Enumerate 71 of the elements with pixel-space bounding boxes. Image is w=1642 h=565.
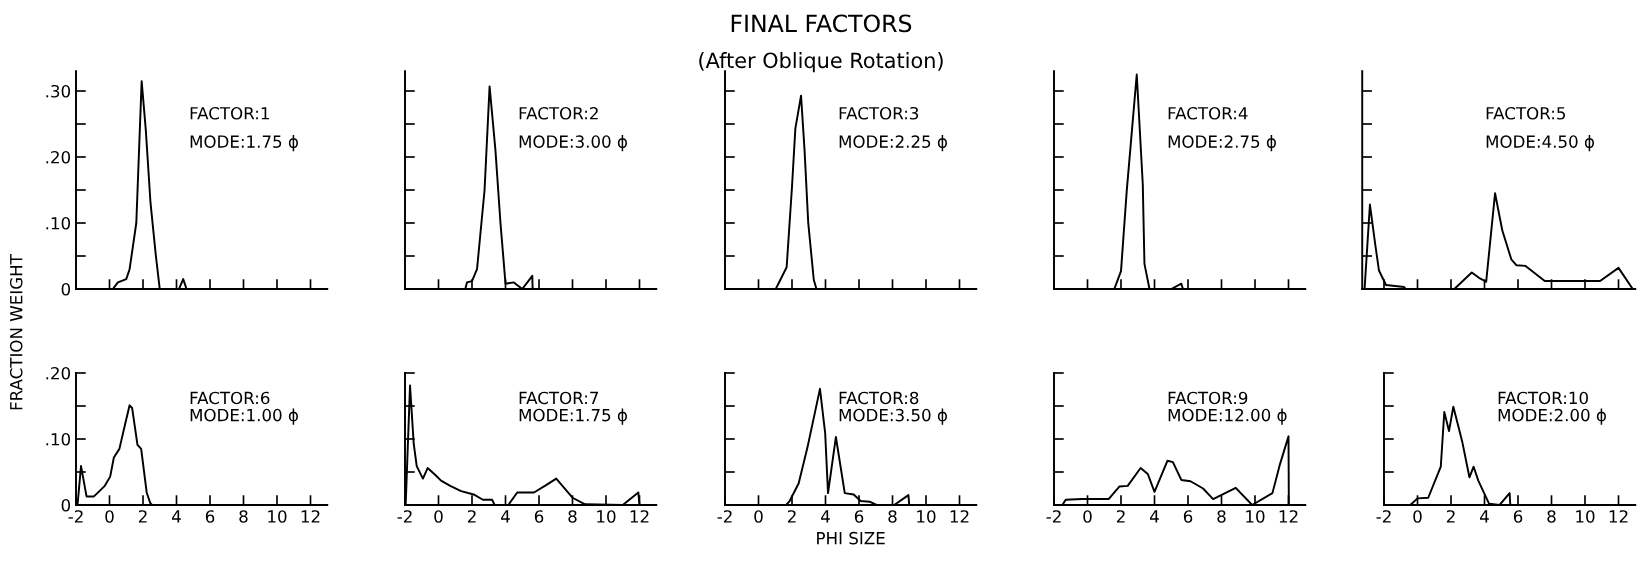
annotation: MODE:1.00 ϕ	[190, 408, 298, 425]
annotation: MODE:12.00 ϕ	[1168, 408, 1287, 425]
x-tick-label: 8	[239, 510, 248, 523]
y-tick-label: 0	[61, 498, 71, 512]
annotation: FACTOR:7	[519, 391, 599, 405]
x-tick-label: 8	[1547, 510, 1556, 523]
annotation: FACTOR:6	[190, 391, 270, 405]
annotation: FACTOR:3	[839, 106, 919, 120]
x-tick-label: 0	[434, 510, 443, 523]
x-tick-label: 12	[630, 510, 649, 523]
x-tick-label: 6	[534, 510, 544, 523]
x-tick-label: 6	[1513, 510, 1523, 523]
annotation: FACTOR:10	[1498, 391, 1588, 405]
annotation: MODE:4.50 ϕ	[1486, 135, 1595, 152]
annotation: FACTOR:8	[839, 391, 919, 405]
x-tick-label: 12	[1609, 510, 1628, 523]
x-tick-label: 8	[888, 510, 897, 523]
chart-title: FINAL FACTORS	[731, 14, 912, 33]
x-tick-label: 8	[1217, 510, 1226, 523]
annotation: FACTOR:4	[1168, 106, 1248, 120]
annotation: MODE:3.00 ϕ	[519, 135, 627, 152]
x-tick-label: 10	[1246, 510, 1265, 523]
x-tick-label: 12	[1279, 510, 1298, 523]
x-tick-label: 2	[1116, 510, 1125, 523]
annotation: MODE:2.25 ϕ	[839, 135, 947, 152]
x-tick-label: 6	[205, 510, 215, 523]
x-tick-label: 10	[917, 510, 936, 523]
annotation: FACTOR:9	[1168, 391, 1248, 405]
annotation: MODE:1.75 ϕ	[519, 408, 627, 425]
x-tick-label: -2	[717, 510, 732, 523]
annotation: MODE:3.50 ϕ	[839, 408, 947, 425]
x-tick-label: -2	[1046, 510, 1061, 523]
y-axis-title: FRACTION WEIGHT	[9, 254, 23, 410]
annotation: MODE:1.75 ϕ	[190, 135, 298, 152]
x-tick-label: 0	[105, 510, 114, 523]
x-tick-label: -2	[68, 510, 83, 523]
x-tick-label: 10	[597, 510, 616, 523]
y-tick-label: .20	[46, 366, 71, 380]
annotation: FACTOR:1	[190, 106, 269, 120]
x-tick-label: 2	[138, 510, 147, 523]
x-tick-label: 4	[501, 510, 510, 523]
x-tick-label: 2	[787, 510, 796, 523]
y-tick-label: .20	[46, 150, 71, 164]
x-tick-label: 4	[1480, 510, 1489, 523]
x-tick-label: 8	[568, 510, 577, 523]
x-tick-label: 10	[268, 510, 287, 523]
x-tick-label: 4	[1150, 510, 1159, 523]
x-tick-label: 12	[301, 510, 320, 523]
y-tick-label: .30	[46, 84, 71, 98]
x-tick-label: 6	[854, 510, 864, 523]
x-tick-label: 12	[950, 510, 969, 523]
x-tick-label: 2	[467, 510, 476, 523]
x-tick-label: 10	[1576, 510, 1595, 523]
x-tick-label: 0	[754, 510, 763, 523]
annotation: MODE:2.00 ϕ	[1498, 408, 1606, 425]
chart-subtitle: (After Oblique Rotation)	[699, 52, 943, 73]
y-tick-label: 0	[61, 282, 71, 296]
y-tick-label: .10	[46, 432, 71, 446]
x-tick-label: 0	[1083, 510, 1092, 523]
y-tick-label: .10	[46, 216, 71, 230]
annotation: MODE:2.75 ϕ	[1168, 135, 1276, 152]
x-tick-label: 2	[1446, 510, 1455, 523]
x-tick-label: 4	[821, 510, 830, 523]
annotation: FACTOR:5	[1486, 106, 1566, 120]
x-axis-title: PHI SIZE	[817, 531, 885, 545]
x-tick-label: -2	[397, 510, 412, 523]
x-tick-label: -2	[1376, 510, 1391, 523]
x-tick-label: 4	[172, 510, 181, 523]
x-tick-label: 0	[1413, 510, 1422, 523]
x-tick-label: 6	[1183, 510, 1193, 523]
annotation: FACTOR:2	[519, 106, 598, 120]
